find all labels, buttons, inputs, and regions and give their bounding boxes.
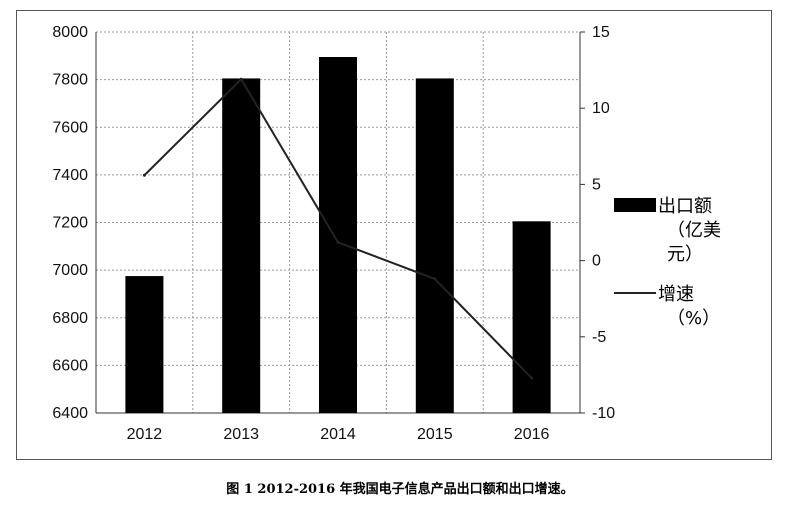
left-tick-label: 6800 [52,310,88,327]
left-tick-label: 7600 [52,119,88,136]
left-tick-label: 7000 [52,262,88,279]
line-series [142,77,534,380]
right-tick-label: -5 [592,329,606,346]
bar-2015 [415,78,454,413]
right-tick-label: 15 [592,24,610,41]
right-axis-ticks: -10 -5 0 5 10 15 [580,24,615,422]
legend-line-label: 增速 [658,284,694,305]
legend-bar-swatch [614,198,656,212]
chart-frame: 6400 6600 6800 7000 7200 7400 7600 7800 8000 -10… [16,10,772,460]
figure-caption: 图 1 2012-2016 年我国电子信息产品出口额和出口增速。 [226,482,574,497]
right-tick-label: 0 [592,253,601,270]
bar-2016 [512,221,551,413]
left-tick-label: 7400 [52,167,88,184]
legend: 出口额 （亿美元） 增速 （%） [614,196,721,329]
right-tick-label: 5 [592,176,601,193]
bar-2013 [222,78,261,413]
left-tick-label: 6600 [52,357,88,374]
legend-bar-label: 出口额 [658,196,712,217]
left-tick-label: 7800 [52,72,88,89]
left-tick-label: 6400 [52,405,88,422]
left-tick-label: 8000 [52,24,88,41]
right-tick-label: -10 [592,405,615,422]
left-axis-ticks: 6400 6600 6800 7000 7200 7400 7600 7800 8000 [52,24,88,422]
x-tick-label: 2014 [320,426,356,443]
legend-line-label: （%） [667,308,720,329]
right-tick-label: 10 [592,100,610,117]
bar-2014 [319,57,357,414]
bar-2012 [125,276,164,413]
growth-point-2016 [530,376,534,380]
growth-point-2014 [336,240,340,244]
legend-bar-label: （亿美 [667,220,721,241]
growth-point-2015 [433,277,437,281]
x-tick-label: 2015 [417,426,453,443]
combo-chart: 6400 6600 6800 7000 7200 7400 7600 7800 8000 -10… [52,24,721,443]
bar-series [125,57,551,414]
x-tick-label: 2013 [223,426,259,443]
growth-point-2013 [239,77,243,81]
left-tick-label: 7200 [52,215,88,232]
growth-point-2012 [142,173,146,177]
x-tick-label: 2016 [514,426,550,443]
x-axis-ticks: 2012 2013 2014 2015 2016 [127,426,550,443]
legend-bar-label: 元） [667,244,703,265]
x-tick-label: 2012 [127,426,163,443]
